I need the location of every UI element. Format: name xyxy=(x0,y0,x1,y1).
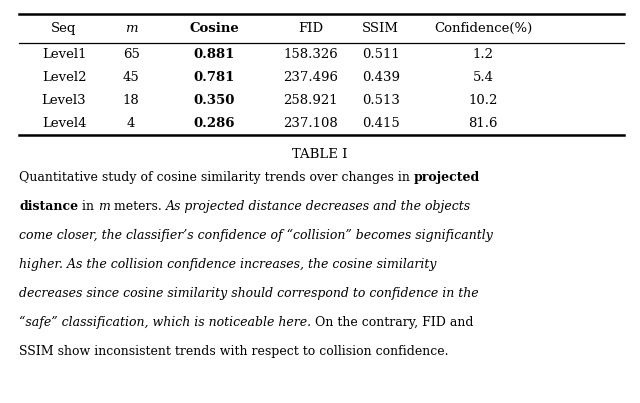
Text: 5.4: 5.4 xyxy=(473,71,493,84)
Text: m: m xyxy=(125,22,138,35)
Text: 0.439: 0.439 xyxy=(362,71,400,84)
Text: “safe” classification, which is noticeable here.: “safe” classification, which is noticeab… xyxy=(19,316,311,329)
Text: 4: 4 xyxy=(127,117,136,130)
Text: Confidence(%): Confidence(%) xyxy=(434,22,532,35)
Text: come closer, the classifier’s confidence of “collision” becomes significantly: come closer, the classifier’s confidence… xyxy=(19,229,493,242)
Text: meters.: meters. xyxy=(110,200,166,213)
Text: 237.496: 237.496 xyxy=(283,71,338,84)
Text: TABLE I: TABLE I xyxy=(292,148,348,161)
Text: 0.415: 0.415 xyxy=(362,117,399,130)
Text: 18: 18 xyxy=(123,94,140,107)
Text: 10.2: 10.2 xyxy=(468,94,498,107)
Text: 0.881: 0.881 xyxy=(194,48,235,61)
Text: As projected distance decreases and the objects: As projected distance decreases and the … xyxy=(166,200,471,213)
Text: 0.350: 0.350 xyxy=(194,94,235,107)
Text: 45: 45 xyxy=(123,71,140,84)
Text: 0.511: 0.511 xyxy=(362,48,399,61)
Text: SSIM show inconsistent trends with respect to collision confidence.: SSIM show inconsistent trends with respe… xyxy=(19,345,449,358)
Text: distance: distance xyxy=(19,200,78,213)
Text: Cosine: Cosine xyxy=(189,22,239,35)
Text: FID: FID xyxy=(298,22,323,35)
Text: 0.513: 0.513 xyxy=(362,94,400,107)
Text: Quantitative study of cosine similarity trends over changes in: Quantitative study of cosine similarity … xyxy=(19,171,414,184)
Text: On the contrary, FID and: On the contrary, FID and xyxy=(311,316,474,329)
Text: 81.6: 81.6 xyxy=(468,117,498,130)
Text: 0.286: 0.286 xyxy=(194,117,235,130)
Text: SSIM: SSIM xyxy=(362,22,399,35)
Text: in: in xyxy=(78,200,99,213)
Text: 158.326: 158.326 xyxy=(283,48,338,61)
Text: projected: projected xyxy=(414,171,481,184)
Text: Level4: Level4 xyxy=(42,117,86,130)
Text: Level1: Level1 xyxy=(42,48,86,61)
Text: decreases since cosine similarity should correspond to confidence in the: decreases since cosine similarity should… xyxy=(19,287,479,300)
Text: Level3: Level3 xyxy=(42,94,86,107)
Text: 237.108: 237.108 xyxy=(283,117,338,130)
Text: 65: 65 xyxy=(123,48,140,61)
Text: 1.2: 1.2 xyxy=(473,48,493,61)
Text: Level2: Level2 xyxy=(42,71,86,84)
Text: 258.921: 258.921 xyxy=(283,94,338,107)
Text: m: m xyxy=(99,200,110,213)
Text: higher. As the collision confidence increases, the cosine similarity: higher. As the collision confidence incr… xyxy=(19,258,436,271)
Text: 0.781: 0.781 xyxy=(194,71,235,84)
Text: Seq: Seq xyxy=(51,22,77,35)
